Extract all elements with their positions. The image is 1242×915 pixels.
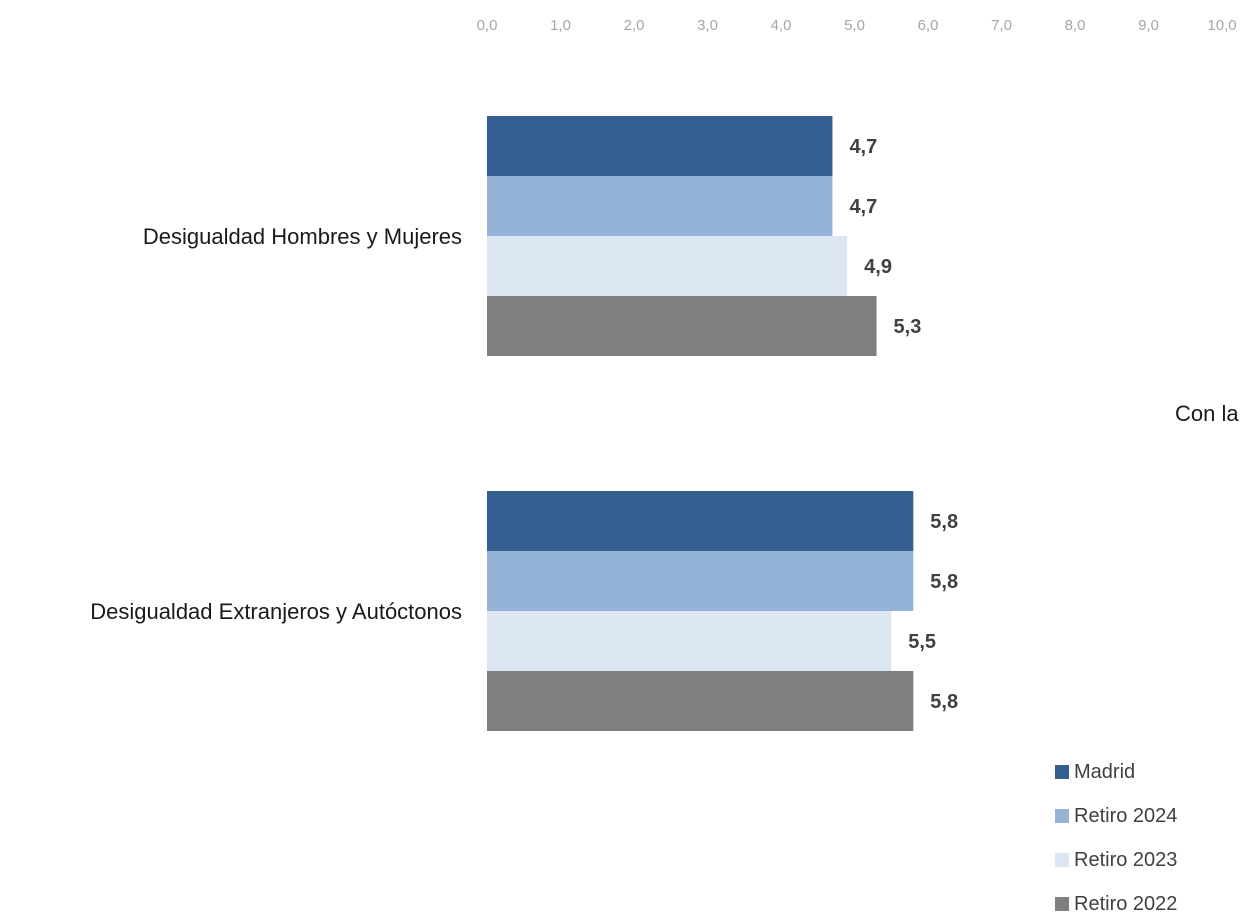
category-labels: Desigualdad Hombres y Mujeres Desigualdad… — [90, 224, 462, 624]
data-label: 4,9 — [864, 256, 892, 278]
data-label: 5,3 — [894, 316, 922, 338]
data-label: 5,8 — [930, 511, 958, 533]
bar — [487, 551, 914, 611]
x-tick-label: 2,0 — [624, 17, 645, 34]
data-label: 5,8 — [930, 691, 958, 713]
legend-label: Retiro 2022 — [1074, 893, 1177, 915]
x-tick-label: 0,0 — [477, 17, 498, 34]
category-label: Desigualdad Extranjeros y Autóctonos — [90, 599, 462, 624]
x-tick-label: 7,0 — [991, 17, 1012, 34]
data-label: 5,5 — [908, 631, 936, 653]
bar — [487, 176, 833, 236]
x-tick-label: 8,0 — [1065, 17, 1086, 34]
data-label: 5,8 — [930, 571, 958, 593]
category-label: Desigualdad Hombres y Mujeres — [143, 224, 462, 249]
x-axis: 0,0 1,0 2,0 3,0 4,0 5,0 6,0 7,0 8,0 9,0 10,0 — [477, 17, 1237, 34]
legend-swatch — [1055, 897, 1069, 911]
legend-label: Retiro 2024 — [1074, 805, 1177, 827]
bar — [487, 296, 877, 356]
x-tick-label: 10,0 — [1207, 17, 1236, 34]
data-label: 4,7 — [849, 196, 877, 218]
bar — [487, 116, 833, 176]
x-tick-label: 4,0 — [771, 17, 792, 34]
legend-label: Retiro 2023 — [1074, 849, 1177, 871]
bar — [487, 671, 914, 731]
bar — [487, 491, 914, 551]
legend-swatch — [1055, 809, 1069, 823]
x-tick-label: 6,0 — [918, 17, 939, 34]
legend-swatch — [1055, 853, 1069, 867]
legend-swatch — [1055, 765, 1069, 779]
x-tick-label: 1,0 — [550, 17, 571, 34]
side-text: Con la — [1175, 401, 1239, 426]
data-labels: 4,7 4,7 4,9 5,3 5,8 5,8 5,5 5,8 — [849, 136, 958, 713]
x-tick-label: 5,0 — [844, 17, 865, 34]
bars — [487, 116, 914, 731]
x-tick-label: 9,0 — [1138, 17, 1159, 34]
x-tick-label: 3,0 — [697, 17, 718, 34]
bar — [487, 236, 848, 296]
legend: Madrid Retiro 2024 Retiro 2023 Retiro 2022 — [1055, 761, 1177, 915]
bar — [487, 611, 892, 671]
legend-label: Madrid — [1074, 761, 1135, 783]
data-label: 4,7 — [849, 136, 877, 158]
